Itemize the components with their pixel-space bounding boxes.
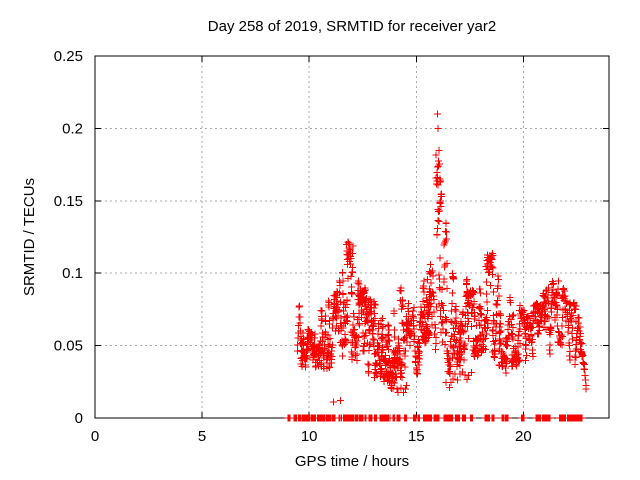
x-tick-label: 10 xyxy=(301,428,318,445)
y-tick-label: 0.25 xyxy=(54,48,83,65)
y-tick-label: 0.2 xyxy=(62,120,83,137)
axis-ticks xyxy=(94,55,609,419)
y-tick-label: 0.1 xyxy=(62,265,83,282)
data-points xyxy=(284,110,590,422)
x-tick-label: 5 xyxy=(198,428,206,445)
chart-title: Day 258 of 2019, SRMTID for receiver yar… xyxy=(208,18,496,35)
y-tick-label: 0.05 xyxy=(54,338,83,355)
grid-lines xyxy=(95,56,609,418)
data-point-markers xyxy=(284,110,590,422)
y-tick-label: 0.15 xyxy=(54,193,83,210)
x-tick-label: 20 xyxy=(515,428,532,445)
x-tick-label: 0 xyxy=(91,428,99,445)
x-axis-label: GPS time / hours xyxy=(295,453,409,470)
x-tick-label: 15 xyxy=(408,428,425,445)
y-axis-label: SRMTID / TECUs xyxy=(21,178,38,296)
axis-tick-labels: 0 5 10 15 20 0 0.05 0.1 0.15 0.2 0.25 xyxy=(54,48,532,445)
plot-border xyxy=(94,55,610,419)
y-tick-label: 0 xyxy=(75,410,83,427)
